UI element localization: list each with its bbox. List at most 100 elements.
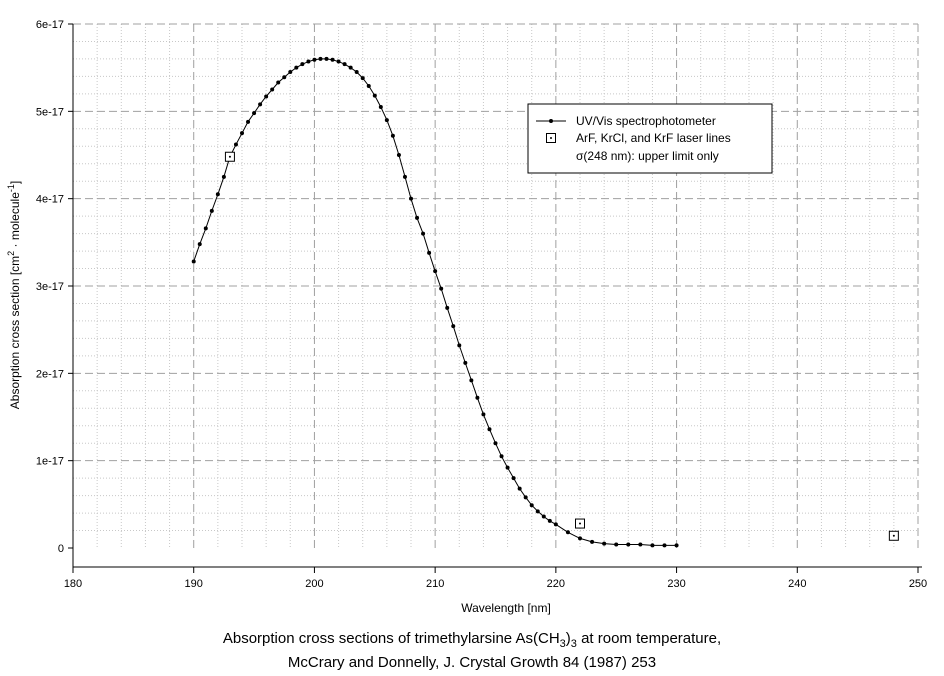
x-tick-label: 220: [547, 578, 565, 590]
y-axis-label-end: ]: [8, 181, 22, 184]
laser-line-marker-dot: [579, 522, 581, 525]
uvvis-data-point: [402, 174, 407, 179]
chart-canvas: 180 190 200 210 220 230 240 250 0 1e-17 2e-17 3e-17…: [6, 19, 927, 615]
legend-entry-label: UV/Vis spectrophotometer: [576, 114, 716, 128]
y-axis-label-mid: · molecule: [8, 192, 22, 251]
uvvis-data-point: [565, 530, 570, 535]
uvvis-data-point: [246, 119, 251, 124]
uvvis-data-point: [650, 543, 655, 548]
uvvis-data-point: [233, 142, 238, 147]
uvvis-data-point: [390, 133, 395, 138]
y-tick-label: 0: [58, 543, 64, 555]
uvvis-data-point: [396, 153, 401, 157]
x-tick-label: 190: [185, 578, 203, 590]
uvvis-data-point: [638, 542, 643, 547]
uvvis-data-point: [535, 509, 540, 514]
uvvis-data-point: [439, 286, 444, 291]
uvvis-data-point: [348, 65, 353, 70]
uvvis-data-point: [481, 412, 486, 417]
laser-line-marker-dot: [228, 155, 231, 158]
uvvis-data-point: [415, 215, 420, 220]
y-tick-label: 6e-17: [36, 19, 64, 31]
uvvis-data-point: [264, 94, 269, 99]
uvvis-data-point: [523, 495, 528, 500]
x-tick-label: 210: [426, 578, 444, 590]
uvvis-data-point: [463, 360, 468, 365]
uvvis-data-point: [493, 441, 498, 446]
axes: 180 190 200 210 220 230 240 250 0 1e-17 2e-17 3e-17…: [36, 19, 927, 590]
uvvis-data-point: [306, 59, 311, 64]
uvvis-data-point: [324, 56, 329, 61]
uvvis-data-point: [409, 196, 413, 201]
y-tick-label: 1e-17: [36, 456, 64, 468]
uvvis-data-point: [547, 518, 552, 523]
uvvis-data-point: [288, 70, 293, 75]
uvvis-data-point: [553, 522, 558, 527]
x-tick-label: 240: [788, 578, 806, 590]
y-axis-label: Absorption cross section [cm2 · molecule…: [6, 181, 22, 409]
uvvis-data-point: [602, 541, 607, 546]
uvvis-data-point: [457, 343, 462, 348]
x-tick-label: 230: [667, 578, 685, 590]
uvvis-data-point: [318, 56, 323, 61]
x-tick-label: 250: [909, 578, 927, 590]
uvvis-data-point: [240, 131, 244, 136]
caption-text-c: at room temperature,: [576, 630, 722, 647]
uvvis-data-point: [578, 536, 582, 541]
legend-square-dot: [550, 137, 552, 139]
uvvis-data-point: [505, 465, 510, 470]
uvvis-data-point: [517, 486, 522, 491]
caption-text-b: ): [565, 630, 571, 647]
uvvis-data-point: [590, 539, 595, 544]
y-tick-label: 4e-17: [36, 194, 64, 206]
uvvis-data-point: [541, 514, 546, 519]
legend-box: [527, 103, 773, 174]
caption-text-a: Absorption cross sections of trimethylar…: [222, 630, 560, 647]
uvvis-data-point: [445, 305, 450, 310]
uvvis-data-point: [674, 543, 679, 548]
uvvis-data-point: [372, 93, 377, 98]
uvvis-data-point: [342, 62, 347, 67]
uvvis-data-point: [378, 104, 383, 109]
uvvis-data-point: [360, 76, 365, 81]
legend-dot-swatch: [549, 119, 553, 123]
caption-sub-1: 3: [559, 638, 566, 650]
uvvis-data-point: [191, 259, 196, 264]
uvvis-data-point: [487, 427, 492, 432]
x-axis-label: Wavelength [nm]: [461, 601, 551, 615]
uvvis-data-point: [421, 231, 426, 236]
laser-line-marker-dot: [892, 534, 895, 537]
y-axis-label-main: Absorption cross section [cm: [8, 256, 22, 409]
uvvis-data-point: [300, 62, 305, 67]
uvvis-data-point: [626, 542, 631, 547]
uvvis-data-point: [469, 378, 474, 383]
uvvis-data-point: [209, 208, 214, 213]
grid: [73, 23, 919, 548]
uvvis-data-point: [221, 174, 226, 179]
uvvis-data-point: [312, 57, 317, 62]
legend-entry-label: ArF, KrCl, and KrF laser lines: [576, 131, 731, 145]
uvvis-data-point: [276, 80, 281, 85]
uvvis-data-point: [451, 324, 456, 329]
uvvis-data-point: [662, 543, 667, 548]
uvvis-data-point: [366, 84, 371, 89]
uvvis-data-point: [294, 65, 299, 70]
legend-entry-label: σ(248 nm): upper limit only: [576, 149, 719, 163]
uvvis-data-point: [282, 75, 287, 80]
uvvis-data-point: [475, 395, 480, 400]
uvvis-data-point: [215, 192, 220, 197]
x-tick-label: 180: [64, 578, 82, 590]
caption-sub-2: 3: [570, 638, 577, 650]
uvvis-data-point: [330, 57, 335, 62]
y-tick-label: 2e-17: [36, 368, 64, 380]
uvvis-data-point: [258, 102, 263, 107]
uvvis-data-point: [433, 269, 438, 274]
uvvis-data-point: [354, 70, 359, 75]
y-axis-label-sup: 2: [6, 251, 16, 256]
uvvis-data-point: [511, 476, 516, 481]
uvvis-data-point: [499, 454, 504, 459]
uvvis-data-point: [529, 503, 534, 508]
uvvis-data-point: [384, 118, 389, 123]
y-tick-label: 3e-17: [36, 281, 64, 293]
y-tick-label: 5e-17: [36, 106, 64, 118]
